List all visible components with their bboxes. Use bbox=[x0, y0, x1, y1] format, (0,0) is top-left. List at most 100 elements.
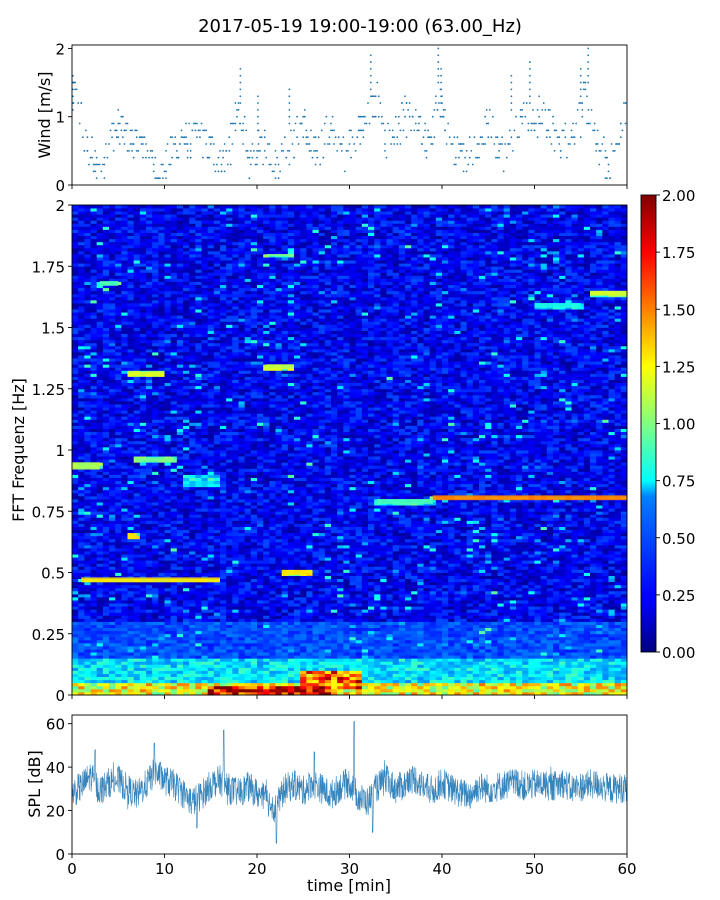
spectrogram-cell bbox=[442, 649, 449, 653]
spectrogram-cell bbox=[72, 572, 79, 576]
spectrogram-cell bbox=[244, 688, 252, 693]
spectrogram-cell bbox=[522, 679, 529, 684]
spectrogram-cell bbox=[195, 603, 202, 607]
spectrogram-cell bbox=[534, 612, 542, 616]
spectrogram-cell bbox=[146, 691, 153, 696]
spectrogram-cell bbox=[220, 600, 227, 604]
spectrogram-cell bbox=[509, 618, 517, 622]
wind-point bbox=[194, 129, 197, 132]
spectrogram-cell bbox=[213, 609, 221, 613]
spectrogram-cell bbox=[318, 630, 326, 635]
spectrogram-cell bbox=[287, 609, 295, 613]
wind-point bbox=[172, 143, 175, 145]
spectrogram-cell bbox=[102, 563, 110, 567]
spectrogram-cell bbox=[72, 560, 79, 564]
spectrogram-cell bbox=[398, 636, 406, 641]
spectrogram-cell bbox=[109, 664, 116, 668]
spectrogram-cell bbox=[152, 557, 159, 561]
spectrogram-cell bbox=[306, 557, 313, 561]
spectrogram-cell bbox=[257, 679, 264, 684]
wind-point bbox=[129, 129, 132, 132]
spectrogram-cell bbox=[386, 578, 394, 583]
wind-point bbox=[242, 129, 245, 132]
spectrogram-cell bbox=[466, 676, 474, 681]
spectrogram-cell bbox=[386, 548, 394, 552]
spectrogram-cell bbox=[127, 548, 135, 552]
spectrogram-cell bbox=[84, 679, 91, 684]
spectrogram-cell bbox=[355, 551, 363, 555]
spectrogram-cell bbox=[386, 691, 394, 696]
spectrogram-cell bbox=[78, 603, 85, 607]
spectrogram-cell bbox=[448, 554, 455, 558]
spectrogram-cell bbox=[158, 597, 165, 601]
spectrogram-cell bbox=[546, 667, 554, 671]
spectrogram-cell bbox=[534, 615, 542, 619]
spectrogram-cell bbox=[534, 590, 542, 595]
wind-point bbox=[564, 136, 567, 139]
spectrogram-cell bbox=[608, 587, 616, 592]
spectrogram-cell bbox=[127, 664, 135, 668]
spectrogram-cell bbox=[553, 691, 560, 696]
spectrogram-cell bbox=[96, 685, 104, 690]
spectrogram-cell bbox=[133, 548, 141, 552]
spectrogram-cell bbox=[189, 569, 196, 573]
spectrogram-cell bbox=[96, 597, 104, 601]
spectrogram-cell bbox=[374, 554, 381, 558]
spectrogram-cell bbox=[571, 578, 579, 583]
spectrogram-cell bbox=[411, 581, 418, 586]
spectrogram-cell bbox=[195, 652, 202, 656]
spectrogram-cell bbox=[620, 633, 628, 638]
spectrogram-cell bbox=[368, 676, 375, 681]
spectrogram-cell bbox=[546, 661, 554, 665]
spectrogram-cell bbox=[466, 685, 474, 690]
spectrogram-cell bbox=[491, 597, 498, 601]
spectrogram-cell bbox=[195, 667, 202, 671]
spectrogram-cell bbox=[435, 590, 443, 595]
spectrogram-cell bbox=[90, 609, 98, 613]
spectrogram-cell bbox=[380, 652, 387, 656]
spectrogram-cell bbox=[380, 679, 387, 684]
spectrogram-cell bbox=[509, 639, 517, 644]
spectrogram-cell bbox=[133, 670, 141, 674]
spectrogram-cell bbox=[540, 642, 548, 647]
spectrogram-cell bbox=[411, 587, 418, 592]
spectrogram-cell bbox=[355, 633, 363, 638]
spectrogram-cell bbox=[133, 590, 141, 595]
spectrogram-cell bbox=[361, 655, 369, 659]
spectrogram-cell bbox=[244, 676, 252, 681]
spectrogram-cell bbox=[392, 630, 400, 635]
spectrogram-cell bbox=[238, 563, 246, 567]
spectrogram-cell bbox=[275, 584, 283, 589]
spectrogram-cell bbox=[331, 587, 338, 592]
spectrogram-cell bbox=[534, 603, 542, 607]
spectrogram-cell bbox=[269, 679, 276, 684]
wind-point bbox=[391, 136, 394, 139]
spectrogram-cell bbox=[337, 593, 344, 598]
spectrogram-cell bbox=[509, 554, 517, 558]
spectrogram-cell bbox=[158, 600, 165, 604]
spectrogram-cell bbox=[368, 627, 375, 632]
spectrogram-cell bbox=[429, 621, 437, 625]
spectrogram-cell bbox=[306, 609, 313, 613]
spectrogram-cell bbox=[146, 615, 153, 619]
spectrogram-cell bbox=[485, 649, 492, 653]
spectrogram-cell bbox=[146, 621, 153, 625]
spectrogram-cell bbox=[411, 612, 418, 616]
spectrogram-cell bbox=[102, 609, 110, 613]
spectrogram-cell bbox=[534, 600, 542, 604]
spectrogram-cell bbox=[485, 639, 492, 644]
spectrogram-cell bbox=[398, 569, 406, 573]
spectrogram-cell bbox=[540, 578, 548, 583]
spectrogram-cell bbox=[294, 636, 301, 641]
spectrogram-cell bbox=[226, 676, 233, 681]
spectrogram-cell bbox=[571, 673, 579, 678]
spectrogram-cell bbox=[318, 639, 326, 644]
spectrogram-cell bbox=[226, 691, 233, 696]
spectrogram-cell bbox=[368, 554, 375, 558]
spectrogram-cell bbox=[534, 621, 542, 625]
spectrogram-cell bbox=[121, 609, 128, 613]
spectrogram-cell bbox=[423, 560, 431, 564]
wind-point bbox=[251, 156, 254, 159]
spectrogram-cell bbox=[534, 551, 542, 555]
spectrogram-cell bbox=[318, 682, 326, 687]
